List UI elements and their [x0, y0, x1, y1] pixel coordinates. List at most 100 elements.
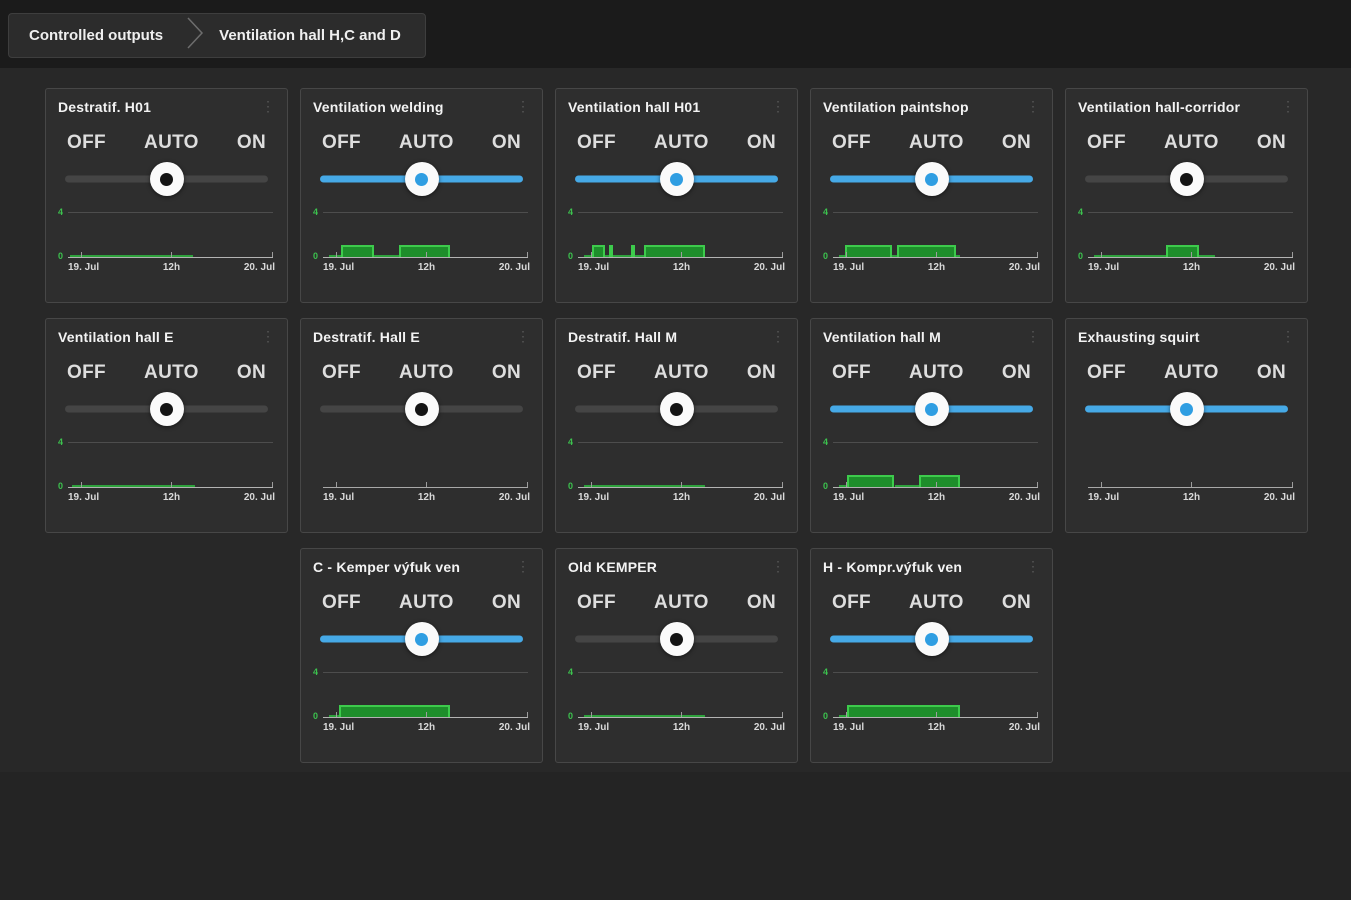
auto-label[interactable]: AUTO	[909, 132, 964, 153]
on-label[interactable]: ON	[1256, 132, 1286, 153]
off-label[interactable]: OFF	[832, 362, 871, 383]
mode-slider[interactable]	[823, 391, 1040, 427]
slider-knob[interactable]	[1169, 392, 1204, 426]
kebab-menu-icon[interactable]: ⋮	[771, 98, 785, 114]
history-chart: 4 0 19. Jul 12h 20. Jul	[823, 438, 1040, 504]
kebab-menu-icon[interactable]: ⋮	[516, 328, 530, 344]
mode-slider[interactable]	[1078, 161, 1295, 197]
on-label[interactable]: ON	[491, 592, 521, 613]
slider-knob[interactable]	[404, 392, 439, 426]
kebab-menu-icon[interactable]: ⋮	[261, 328, 275, 344]
auto-label[interactable]: AUTO	[654, 592, 709, 613]
x-tick-label: 19. Jul	[323, 262, 355, 273]
x-axis-tick	[336, 712, 338, 717]
off-label[interactable]: OFF	[832, 592, 871, 613]
card-title: Ventilation paintshop	[823, 99, 969, 115]
kebab-menu-icon[interactable]: ⋮	[516, 558, 530, 574]
kebab-menu-icon[interactable]: ⋮	[1281, 328, 1295, 344]
off-label[interactable]: OFF	[322, 132, 361, 153]
mode-slider[interactable]	[58, 391, 275, 427]
slider-knob[interactable]	[1169, 162, 1204, 196]
auto-label[interactable]: AUTO	[399, 592, 454, 613]
on-label[interactable]: ON	[1001, 592, 1031, 613]
off-label[interactable]: OFF	[1087, 362, 1126, 383]
breadcrumb-item-current-page[interactable]: Ventilation hall H,C and D	[219, 27, 401, 44]
off-label[interactable]: OFF	[832, 132, 871, 153]
slider-knob[interactable]	[149, 162, 184, 196]
chart-data-segment	[847, 475, 895, 487]
auto-label[interactable]: AUTO	[144, 362, 199, 383]
mode-slider[interactable]	[313, 391, 530, 427]
x-tick-label: 20. Jul	[1008, 262, 1040, 273]
on-label[interactable]: ON	[236, 362, 266, 383]
mode-slider[interactable]	[568, 391, 785, 427]
slider-knob[interactable]	[914, 162, 949, 196]
kebab-menu-icon[interactable]: ⋮	[771, 558, 785, 574]
slider-knob-dot	[925, 632, 938, 646]
on-label[interactable]: ON	[1001, 132, 1031, 153]
slider-knob[interactable]	[404, 622, 439, 656]
slider-knob[interactable]	[659, 622, 694, 656]
card-title: C - Kemper výfuk ven	[313, 559, 461, 575]
on-label[interactable]: ON	[1256, 362, 1286, 383]
on-label[interactable]: ON	[491, 132, 521, 153]
chart-gridline	[68, 212, 273, 213]
kebab-menu-icon[interactable]: ⋮	[1281, 98, 1295, 114]
off-label[interactable]: OFF	[67, 132, 106, 153]
off-label[interactable]: OFF	[1087, 132, 1126, 153]
slider-knob-dot	[160, 172, 173, 186]
mode-slider[interactable]	[58, 161, 275, 197]
off-label[interactable]: OFF	[67, 362, 106, 383]
off-label[interactable]: OFF	[577, 592, 616, 613]
y-axis-max-label: 4	[58, 437, 64, 447]
auto-label[interactable]: AUTO	[399, 362, 454, 383]
off-label[interactable]: OFF	[577, 132, 616, 153]
mode-slider[interactable]	[1078, 391, 1295, 427]
slider-knob[interactable]	[404, 162, 439, 196]
auto-label[interactable]: AUTO	[654, 132, 709, 153]
on-label[interactable]: ON	[491, 362, 521, 383]
breadcrumb-item-controlled-outputs[interactable]: Controlled outputs	[29, 27, 164, 44]
kebab-menu-icon[interactable]: ⋮	[1026, 558, 1040, 574]
mode-slider[interactable]	[568, 621, 785, 657]
slider-knob[interactable]	[149, 392, 184, 426]
slider-knob[interactable]	[914, 392, 949, 426]
card-header: Old KEMPER ⋮	[568, 559, 785, 575]
chart-data-segment	[329, 255, 342, 257]
auto-label[interactable]: AUTO	[1164, 362, 1219, 383]
kebab-menu-icon[interactable]: ⋮	[1026, 328, 1040, 344]
slider-knob[interactable]	[659, 392, 694, 426]
kebab-menu-icon[interactable]: ⋮	[516, 98, 530, 114]
on-label[interactable]: ON	[746, 132, 776, 153]
mode-slider[interactable]	[568, 161, 785, 197]
auto-label[interactable]: AUTO	[654, 362, 709, 383]
kebab-menu-icon[interactable]: ⋮	[261, 98, 275, 114]
slider-knob[interactable]	[659, 162, 694, 196]
auto-label[interactable]: AUTO	[144, 132, 199, 153]
slider-knob[interactable]	[914, 622, 949, 656]
on-label[interactable]: ON	[746, 592, 776, 613]
auto-label[interactable]: AUTO	[399, 132, 454, 153]
off-label[interactable]: OFF	[322, 592, 361, 613]
mode-slider[interactable]	[823, 161, 1040, 197]
auto-label[interactable]: AUTO	[1164, 132, 1219, 153]
card-header: Ventilation hall E ⋮	[58, 329, 275, 345]
on-label[interactable]: ON	[746, 362, 776, 383]
mode-slider[interactable]	[313, 621, 530, 657]
x-tick-label: 19. Jul	[578, 492, 610, 503]
mode-slider[interactable]	[313, 161, 530, 197]
history-chart: 19. Jul 12h 20. Jul	[1078, 442, 1295, 503]
on-label[interactable]: ON	[1001, 362, 1031, 383]
auto-label[interactable]: AUTO	[909, 592, 964, 613]
x-tick-label: 12h	[672, 262, 691, 273]
on-label[interactable]: ON	[236, 132, 266, 153]
mode-slider[interactable]	[823, 621, 1040, 657]
auto-label[interactable]: AUTO	[909, 362, 964, 383]
off-label[interactable]: OFF	[577, 362, 616, 383]
off-label[interactable]: OFF	[322, 362, 361, 383]
kebab-menu-icon[interactable]: ⋮	[771, 328, 785, 344]
x-tick-label: 19. Jul	[578, 722, 610, 733]
kebab-menu-icon[interactable]: ⋮	[1026, 98, 1040, 114]
chart-data-segment	[956, 255, 961, 257]
